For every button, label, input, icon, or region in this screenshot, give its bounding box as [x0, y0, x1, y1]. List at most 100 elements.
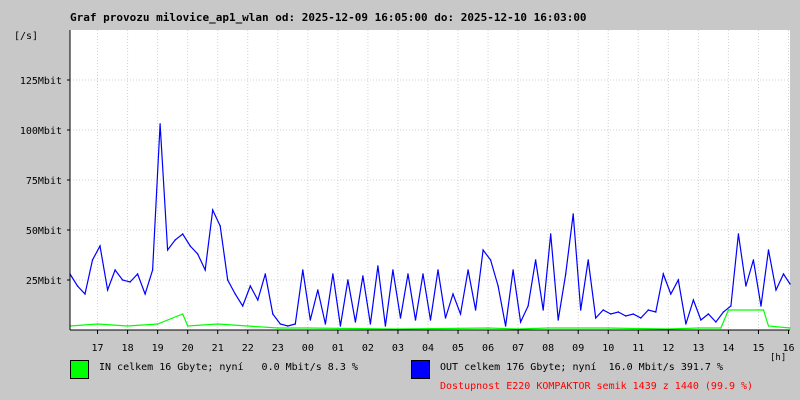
data-point-out [444, 317, 447, 319]
data-point-out [452, 293, 454, 295]
legend-out-text: OUT celkem 176 Gbyte; nyní 16.0 Mbit/s 3… [440, 362, 723, 373]
x-tick-label: 00 [302, 343, 314, 354]
y-tick-label: 125Mbit [20, 76, 62, 87]
x-tick-label: 14 [722, 343, 734, 354]
data-point-in [767, 325, 770, 327]
data-point-in [487, 327, 489, 329]
x-tick-label: 03 [392, 343, 404, 354]
y-tick-label: 50Mbit [26, 226, 62, 237]
data-point-out [189, 245, 191, 247]
data-point-in [181, 313, 184, 315]
data-point-out [287, 325, 289, 327]
data-point-out [482, 249, 484, 251]
data-point-out [527, 305, 529, 307]
data-point-out [144, 293, 146, 295]
data-point-out [332, 273, 334, 275]
data-point-in [547, 327, 549, 329]
x-tick-label: 21 [212, 343, 224, 354]
data-point-out [166, 249, 169, 251]
legend-out-swatch [411, 360, 430, 379]
y-tick-label: 100Mbit [20, 126, 62, 137]
data-point-in [247, 325, 249, 327]
data-point-in [757, 309, 760, 311]
data-point-out [91, 259, 94, 261]
data-point-in [397, 328, 399, 330]
data-point-out [317, 289, 319, 291]
y-tick-label: 25Mbit [26, 276, 62, 287]
y-tick-label: 75Mbit [26, 176, 62, 187]
data-point-out [542, 309, 544, 311]
data-point-out [181, 233, 184, 235]
data-point-out [196, 253, 199, 255]
data-point-out [369, 323, 372, 325]
x-tick-label: 05 [452, 343, 464, 354]
x-tick-label: 10 [602, 343, 614, 354]
data-point-out [572, 213, 574, 215]
data-point-out [354, 321, 357, 323]
data-point-out [497, 285, 499, 287]
data-point-out [384, 325, 387, 327]
data-point-out [309, 319, 312, 321]
x-tick-label: 07 [512, 343, 524, 354]
data-point-out [752, 259, 755, 261]
data-point-out [549, 233, 552, 235]
x-tick-label: 23 [272, 343, 284, 354]
data-point-out [84, 293, 86, 295]
data-point-out [339, 325, 342, 327]
data-point-in [517, 328, 519, 330]
data-point-out [302, 269, 304, 271]
data-point-out [362, 275, 364, 277]
x-tick-label: 17 [92, 343, 104, 354]
x-tick-label: 04 [422, 343, 434, 354]
data-point-out [429, 319, 432, 321]
data-point-out [377, 265, 379, 267]
data-point-out [625, 315, 627, 317]
x-tick-label: 12 [662, 343, 674, 354]
data-point-out [407, 273, 409, 275]
chart-title: Graf provozu milovice_ap1_wlan od: 2025-… [70, 11, 587, 24]
data-point-out [692, 299, 695, 301]
data-point-out [114, 269, 116, 271]
data-point-out [602, 309, 604, 311]
data-point-out [745, 285, 747, 287]
x-tick-label: 09 [572, 343, 584, 354]
data-point-out [564, 273, 567, 275]
data-point-out [249, 285, 251, 287]
data-point-out [467, 269, 469, 271]
data-point-out [647, 309, 650, 311]
data-point-out [775, 289, 777, 291]
x-tick-label: 19 [152, 343, 164, 354]
data-point-out [512, 269, 514, 271]
data-point-out [789, 283, 791, 285]
data-point-out [700, 319, 702, 321]
data-point-out [121, 279, 124, 281]
data-point-out [272, 313, 274, 315]
data-point-out [677, 279, 680, 281]
data-point-in [607, 327, 609, 329]
data-point-in [126, 325, 129, 327]
x-axis-unit: [h] [770, 353, 786, 363]
y-axis-unit: [/s] [14, 31, 39, 42]
availability-text: Dostupnost E220 KOMPAKTOR semik 1439 z 1… [440, 381, 754, 392]
data-point-in [762, 309, 765, 311]
data-point-in [667, 328, 670, 330]
data-point-in [697, 327, 700, 329]
data-point-in [156, 323, 159, 325]
data-point-out [474, 309, 477, 311]
data-point-out [722, 311, 725, 313]
x-tick-label: 16 [782, 343, 794, 354]
data-point-out [580, 309, 582, 311]
data-point-out [632, 313, 634, 315]
data-point-in [720, 327, 722, 329]
x-tick-label: 13 [692, 343, 704, 354]
data-point-in [789, 327, 791, 329]
data-point-out [534, 259, 537, 261]
data-point-out [264, 273, 266, 275]
data-point-out [219, 225, 221, 227]
data-point-out [204, 269, 206, 271]
data-point-in [217, 323, 219, 325]
data-point-out [557, 319, 559, 321]
data-point-out [242, 305, 244, 307]
data-point-out [707, 313, 710, 315]
